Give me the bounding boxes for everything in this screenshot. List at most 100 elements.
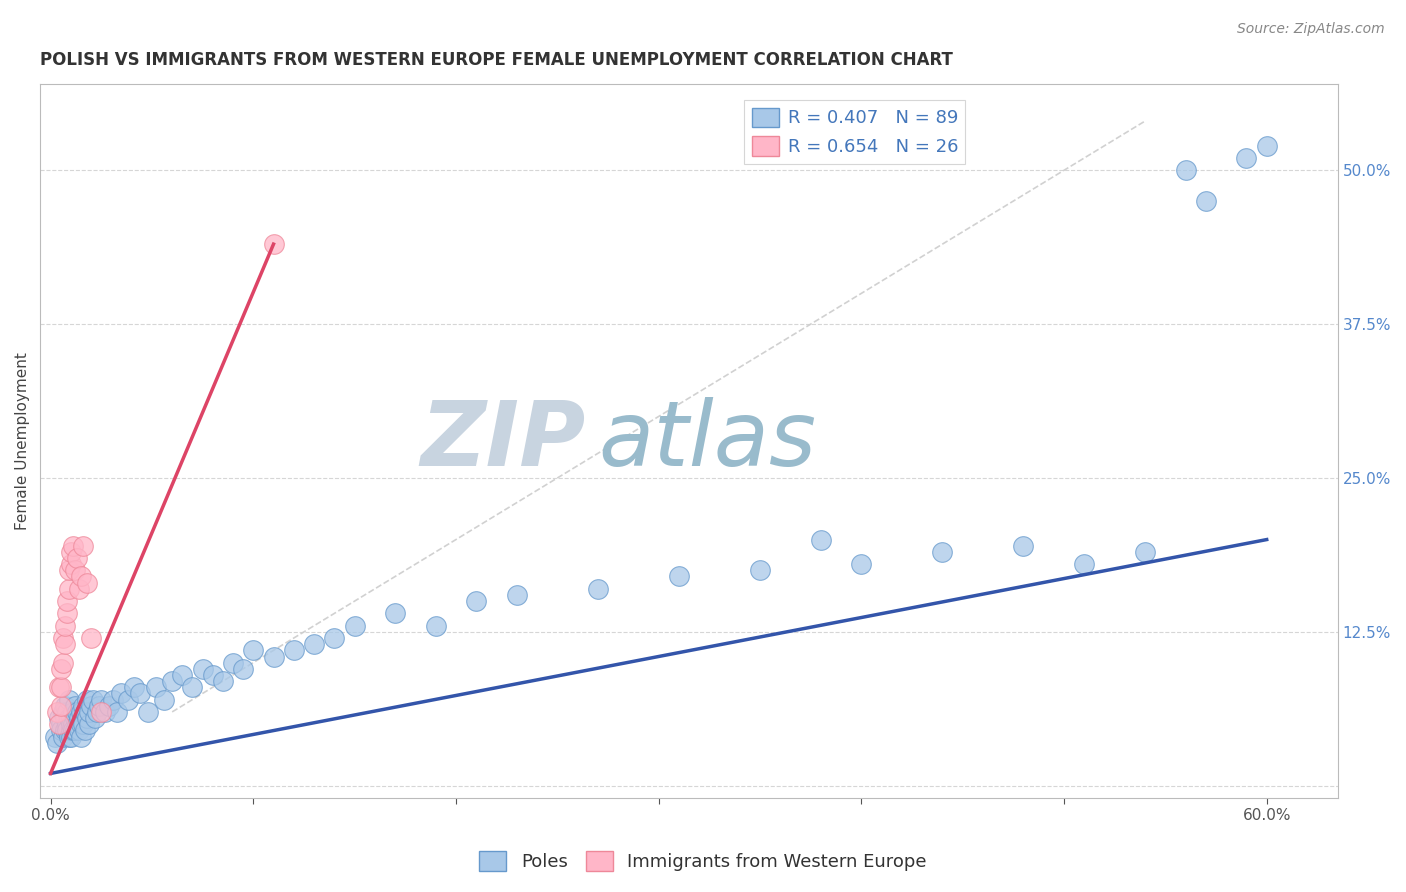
Point xyxy=(67,711,90,725)
Point xyxy=(55,594,77,608)
Point xyxy=(63,698,86,713)
Point xyxy=(107,705,129,719)
Point xyxy=(58,563,80,577)
Text: Source: ZipAtlas.com: Source: ZipAtlas.com xyxy=(1237,22,1385,37)
Point xyxy=(45,736,67,750)
Legend: Poles, Immigrants from Western Europe: Poles, Immigrants from Western Europe xyxy=(472,844,934,879)
Point xyxy=(117,692,139,706)
Point xyxy=(90,692,112,706)
Point xyxy=(67,582,90,596)
Point xyxy=(232,662,254,676)
Text: POLISH VS IMMIGRANTS FROM WESTERN EUROPE FEMALE UNEMPLOYMENT CORRELATION CHART: POLISH VS IMMIGRANTS FROM WESTERN EUROPE… xyxy=(41,51,953,69)
Point xyxy=(384,607,406,621)
Point xyxy=(70,569,93,583)
Point xyxy=(49,717,72,731)
Point xyxy=(45,705,67,719)
Point xyxy=(110,686,132,700)
Point xyxy=(73,705,96,719)
Point xyxy=(49,723,72,738)
Point xyxy=(63,563,86,577)
Point xyxy=(58,582,80,596)
Y-axis label: Female Unemployment: Female Unemployment xyxy=(15,352,30,530)
Point xyxy=(58,730,80,744)
Point xyxy=(48,717,70,731)
Point xyxy=(90,705,112,719)
Point xyxy=(58,692,80,706)
Point xyxy=(98,698,121,713)
Point xyxy=(1195,194,1218,208)
Point xyxy=(63,711,86,725)
Point xyxy=(76,692,98,706)
Point xyxy=(323,631,346,645)
Point xyxy=(810,533,832,547)
Point xyxy=(222,656,245,670)
Point xyxy=(1256,138,1278,153)
Point xyxy=(62,539,84,553)
Point xyxy=(53,698,76,713)
Point xyxy=(53,618,76,632)
Point xyxy=(59,711,82,725)
Point xyxy=(73,723,96,738)
Point xyxy=(59,730,82,744)
Point xyxy=(52,730,75,744)
Point xyxy=(749,563,772,577)
Point xyxy=(49,662,72,676)
Point xyxy=(136,705,159,719)
Point xyxy=(89,698,111,713)
Point xyxy=(58,711,80,725)
Point xyxy=(52,705,75,719)
Point xyxy=(53,711,76,725)
Point xyxy=(931,545,953,559)
Point xyxy=(242,643,264,657)
Point xyxy=(72,717,94,731)
Point xyxy=(62,717,84,731)
Point xyxy=(52,656,75,670)
Point xyxy=(77,705,100,719)
Point xyxy=(70,730,93,744)
Point xyxy=(302,637,325,651)
Point xyxy=(49,680,72,694)
Point xyxy=(103,692,125,706)
Point xyxy=(1133,545,1156,559)
Point xyxy=(44,730,66,744)
Point xyxy=(66,551,89,566)
Legend: R = 0.407   N = 89, R = 0.654   N = 26: R = 0.407 N = 89, R = 0.654 N = 26 xyxy=(744,100,966,163)
Point xyxy=(72,539,94,553)
Point xyxy=(70,717,93,731)
Point xyxy=(263,649,285,664)
Point xyxy=(1073,557,1095,571)
Point xyxy=(66,717,89,731)
Point xyxy=(145,680,167,694)
Point xyxy=(263,237,285,252)
Point xyxy=(52,631,75,645)
Point xyxy=(191,662,214,676)
Point xyxy=(62,705,84,719)
Point xyxy=(53,723,76,738)
Point xyxy=(94,705,117,719)
Point xyxy=(59,557,82,571)
Point xyxy=(425,618,447,632)
Point xyxy=(48,680,70,694)
Point xyxy=(67,723,90,738)
Point xyxy=(55,607,77,621)
Point xyxy=(211,674,233,689)
Point xyxy=(59,545,82,559)
Point xyxy=(586,582,609,596)
Point xyxy=(181,680,204,694)
Point xyxy=(283,643,305,657)
Point xyxy=(49,698,72,713)
Point xyxy=(122,680,145,694)
Point xyxy=(1012,539,1035,553)
Point xyxy=(86,705,108,719)
Point xyxy=(82,692,104,706)
Point xyxy=(62,723,84,738)
Point xyxy=(76,711,98,725)
Point xyxy=(55,723,77,738)
Point xyxy=(160,674,183,689)
Point xyxy=(77,717,100,731)
Point xyxy=(59,717,82,731)
Point xyxy=(506,588,529,602)
Point xyxy=(668,569,690,583)
Point xyxy=(153,692,176,706)
Text: ZIP: ZIP xyxy=(420,397,585,485)
